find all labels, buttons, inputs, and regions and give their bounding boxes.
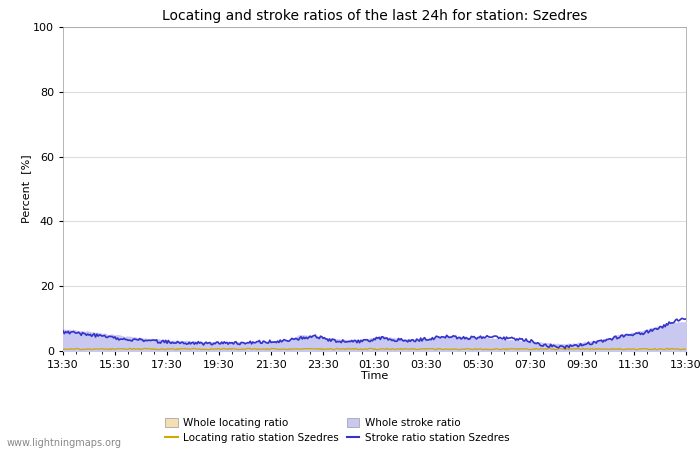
Y-axis label: Percent  [%]: Percent [%] bbox=[22, 155, 32, 223]
Text: www.lightningmaps.org: www.lightningmaps.org bbox=[7, 438, 122, 448]
X-axis label: Time: Time bbox=[361, 371, 388, 382]
Legend: Whole locating ratio, Locating ratio station Szedres, Whole stroke ratio, Stroke: Whole locating ratio, Locating ratio sta… bbox=[165, 418, 509, 443]
Title: Locating and stroke ratios of the last 24h for station: Szedres: Locating and stroke ratios of the last 2… bbox=[162, 9, 587, 23]
